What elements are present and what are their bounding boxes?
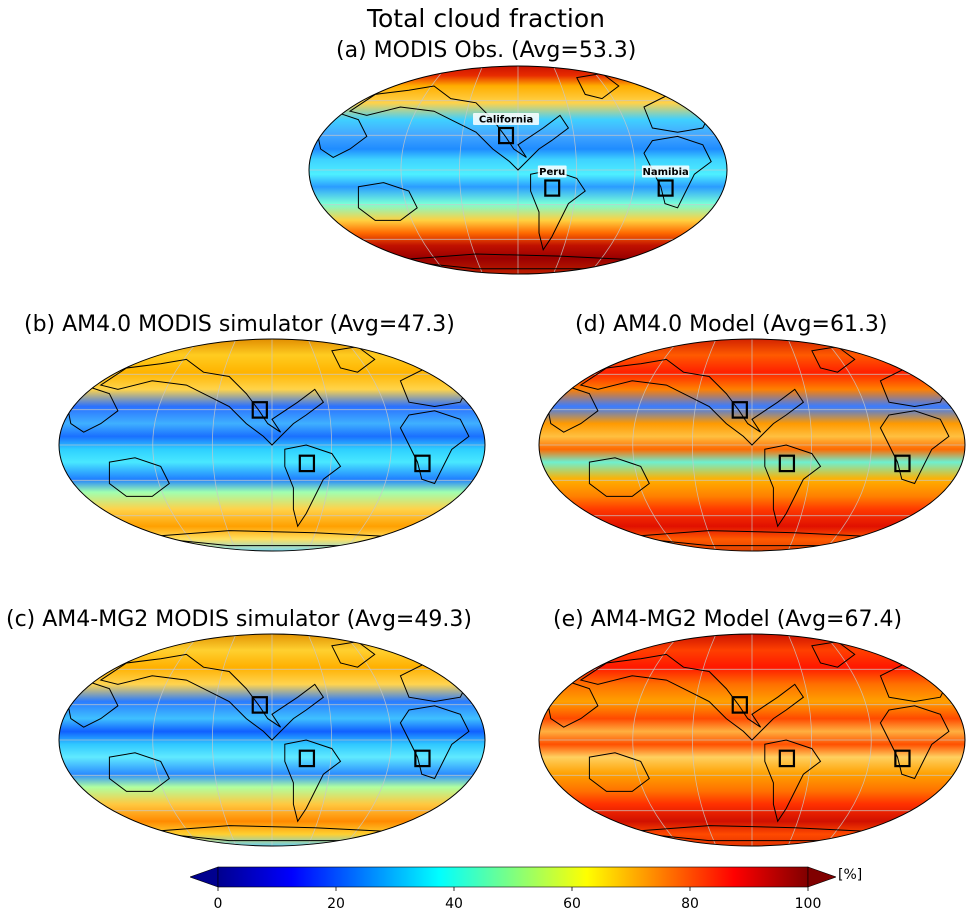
region-box-peru [298, 749, 316, 768]
region-label-namibia: Namibia [642, 167, 688, 178]
region-box-california [251, 696, 268, 714]
coastline [399, 410, 470, 485]
region-box-namibia [414, 454, 431, 473]
coastline [357, 182, 418, 221]
region-label-bg [473, 113, 540, 125]
graticule-meridian [211, 634, 237, 846]
colorbar-tick-20: 20 [327, 896, 345, 912]
colorbar-tick-80: 80 [681, 896, 699, 912]
graticule-meridian [587, 66, 636, 274]
coastline [530, 169, 586, 252]
colorbar-extend-low [190, 866, 219, 888]
graticule-meridian [691, 634, 717, 846]
panel-c-title: (c) AM4-MG2 MODIS simulator (Avg=49.3) [6, 607, 472, 632]
colorbar-unit: [%] [838, 867, 863, 883]
coastline [99, 653, 325, 741]
region-box-peru [298, 454, 316, 473]
graticule-meridian [152, 634, 202, 846]
coastline [99, 358, 325, 446]
colorbar-tick-40: 40 [445, 896, 463, 912]
coastline [399, 705, 470, 780]
graticule-meridian [552, 66, 577, 274]
map-panel-a: California Peru Namibia [308, 65, 728, 275]
map-panel-e [538, 633, 966, 847]
coastline [108, 457, 170, 497]
region-box-california [731, 696, 748, 714]
graticule-meridian [342, 634, 392, 846]
graticule-meridian [691, 339, 717, 551]
region-label-bg [537, 165, 567, 178]
coastline [579, 653, 805, 741]
map-panel-d [538, 338, 966, 552]
coastline [108, 752, 170, 792]
colorbar-tick-0: 0 [213, 896, 223, 912]
coastline [284, 444, 342, 528]
coastline [764, 444, 822, 528]
region-box-california [498, 126, 515, 145]
colorbar-gradient [217, 866, 809, 888]
coastline [588, 752, 650, 792]
graticule-meridian [787, 339, 813, 551]
map-border [538, 633, 966, 847]
panel-a-title: (a) MODIS Obs. (Avg=53.3) [336, 38, 637, 63]
colorbar-tick-100: 100 [794, 896, 822, 912]
region-box-namibia [894, 454, 911, 473]
graticule-meridian [307, 339, 333, 551]
colorbar-extend-high [807, 866, 836, 888]
panel-d-title: (d) AM4.0 Model (Avg=61.3) [575, 312, 888, 337]
graticule-meridian [342, 339, 392, 551]
region-label-bg [641, 165, 690, 178]
region-label-peru: Peru [539, 167, 565, 178]
graticule-meridian [632, 339, 682, 551]
graticule-meridian [459, 66, 484, 274]
coastline [879, 705, 950, 780]
coastline [879, 410, 950, 485]
region-box-california [251, 401, 268, 419]
coastline [588, 457, 650, 497]
map-border [538, 338, 966, 552]
map-border [58, 338, 486, 552]
region-box-peru [778, 454, 796, 473]
region-box-peru [544, 179, 561, 197]
region-box-peru [778, 749, 796, 768]
region-box-namibia [414, 749, 431, 768]
region-label-california: California [479, 115, 533, 126]
map-border [308, 65, 728, 275]
coastline [284, 739, 342, 823]
graticule-meridian [307, 634, 333, 846]
panel-e-title: (e) AM4-MG2 Model (Avg=67.4) [553, 607, 903, 632]
coastline [764, 739, 822, 823]
graticule-meridian [822, 634, 872, 846]
figure-title: Total cloud fraction [366, 4, 605, 33]
map-border [58, 633, 486, 847]
graticule-meridian [787, 634, 813, 846]
colorbar [190, 866, 836, 891]
map-panel-c [58, 633, 486, 847]
graticule-meridian [152, 339, 202, 551]
region-box-namibia [894, 749, 911, 768]
coastline [348, 85, 570, 171]
region-box-california [731, 401, 748, 419]
panel-b-title: (b) AM4.0 MODIS simulator (Avg=47.3) [24, 312, 455, 337]
map-panel-b [58, 338, 486, 552]
graticule-meridian [632, 634, 682, 846]
graticule-meridian [400, 66, 449, 274]
colorbar-tick-60: 60 [563, 896, 581, 912]
coastline [579, 358, 805, 446]
graticule-meridian [211, 339, 237, 551]
graticule-meridian [822, 339, 872, 551]
region-box-namibia [657, 179, 674, 197]
